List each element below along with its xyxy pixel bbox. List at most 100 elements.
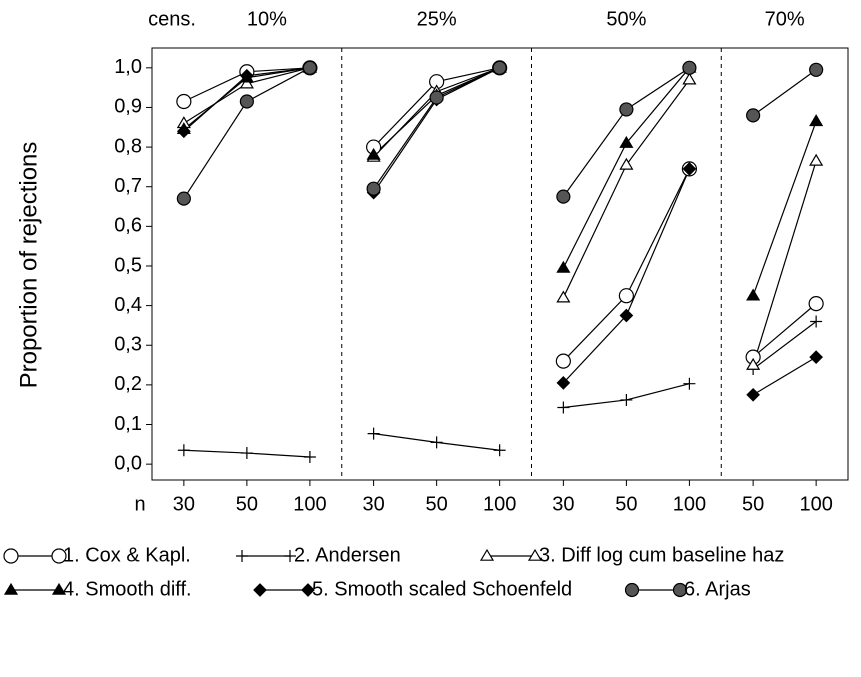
x-tick-label: 50 [426, 493, 448, 515]
legend-label: 1. Cox & Kapl. [63, 544, 191, 566]
y-axis-label: Proportion of rejections [15, 142, 42, 389]
marker [555, 353, 571, 369]
marker [809, 62, 824, 77]
series-line [752, 121, 817, 296]
series-line [752, 160, 817, 366]
marker [176, 93, 192, 110]
series-line [562, 67, 690, 197]
series-line [752, 356, 817, 396]
y-tick-label: 0,6 [114, 215, 142, 237]
marker [493, 444, 506, 457]
marker [557, 401, 570, 414]
marker [746, 357, 761, 370]
x-tick-label: 50 [615, 493, 637, 515]
marker [177, 444, 190, 457]
marker [367, 427, 380, 440]
marker [176, 191, 191, 206]
marker [619, 308, 634, 323]
legend-marker [51, 548, 67, 564]
panel-label: 25% [417, 8, 457, 30]
marker [556, 260, 571, 273]
y-tick-label: 0,9 [114, 96, 142, 118]
group-label: cens. [148, 8, 196, 30]
legend-label: 2. Andersen [294, 544, 401, 566]
marker [682, 72, 697, 85]
x-tick-label: 50 [742, 493, 764, 515]
marker [240, 68, 254, 83]
marker [492, 60, 507, 75]
y-tick-label: 0,1 [114, 413, 142, 435]
marker [682, 60, 697, 75]
legend-marker [672, 582, 688, 598]
marker [619, 135, 634, 148]
x-tick-label: 100 [673, 493, 706, 515]
marker [177, 124, 191, 139]
legend-label: 5. Smooth scaled Schoenfeld [312, 578, 572, 600]
marker [810, 315, 823, 328]
marker [683, 377, 696, 390]
series-line [752, 69, 817, 116]
legend-marker [527, 548, 543, 561]
marker [556, 290, 571, 303]
series-line [562, 168, 690, 362]
legend-label: 3. Diff log cum baseline haz [539, 544, 784, 566]
legend-label: 6. Arjas [684, 578, 751, 600]
y-tick-label: 0,5 [114, 254, 142, 276]
x-tick-label: 100 [293, 493, 326, 515]
marker [620, 393, 633, 406]
x-tick-label: 100 [799, 493, 832, 515]
panel-label: 70% [765, 8, 805, 30]
legend-marker [3, 548, 19, 564]
marker [809, 114, 824, 127]
panel-label: 10% [247, 8, 287, 30]
marker [303, 451, 316, 464]
x-tick-label: 30 [362, 493, 384, 515]
marker [618, 288, 634, 304]
marker [809, 350, 823, 364]
marker [366, 181, 381, 196]
plot-frame [151, 47, 849, 481]
x-tick-label: 100 [483, 493, 516, 515]
marker [619, 157, 634, 170]
series-line [752, 303, 817, 358]
legend-marker [301, 583, 315, 597]
y-tick-label: 0,2 [114, 373, 142, 395]
y-tick-label: 1,0 [114, 56, 142, 78]
legend-marker [51, 582, 67, 595]
marker [746, 387, 760, 402]
y-tick-label: 0,3 [114, 334, 142, 356]
panel-label: 50% [606, 8, 646, 30]
marker [746, 108, 761, 123]
marker [556, 189, 571, 204]
legend-marker [624, 582, 640, 598]
legend-marker [3, 582, 19, 595]
legend-marker [479, 548, 495, 561]
marker [302, 60, 317, 75]
x-tick-label: 30 [552, 493, 574, 515]
marker [808, 296, 824, 312]
marker [429, 90, 444, 105]
x-tick-label: 30 [173, 493, 195, 515]
marker [366, 147, 381, 160]
marker [809, 153, 824, 166]
series-line [752, 320, 817, 370]
marker [556, 376, 571, 390]
marker [746, 288, 761, 301]
legend-marker [253, 583, 267, 597]
marker [239, 76, 254, 89]
marker [239, 94, 254, 109]
y-tick-label: 0,8 [114, 135, 142, 157]
legend-label: 4. Smooth diff. [63, 578, 192, 600]
legend-marker [236, 550, 248, 562]
y-tick-label: 0,0 [114, 452, 142, 474]
marker [682, 162, 697, 176]
y-tick-label: 0,4 [114, 294, 142, 316]
marker [619, 102, 634, 117]
marker [240, 447, 253, 460]
marker [430, 436, 443, 449]
y-tick-label: 0,7 [114, 175, 142, 197]
x-axis-label: n [134, 493, 145, 515]
series-line [562, 168, 690, 384]
legend-marker [284, 550, 296, 562]
